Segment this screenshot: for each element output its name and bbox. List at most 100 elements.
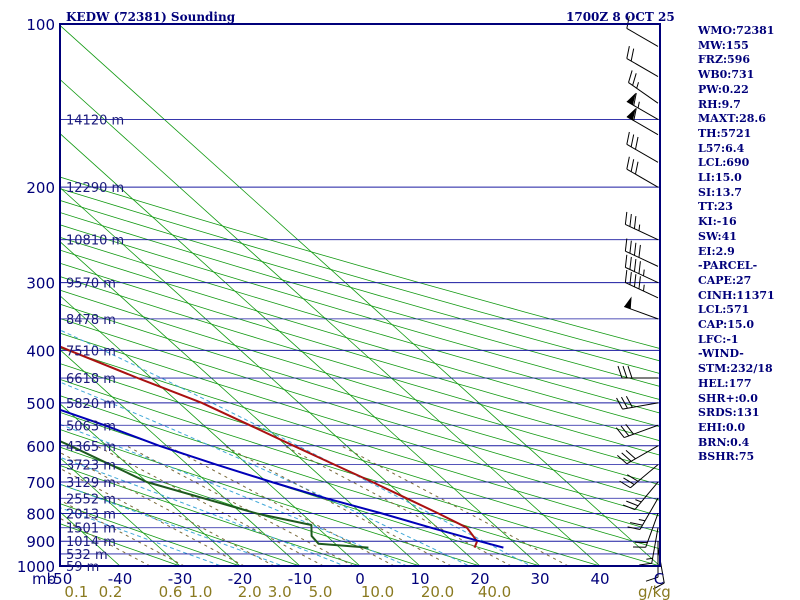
index-item: L57:6.4 bbox=[698, 141, 745, 155]
wind-feather bbox=[625, 449, 636, 460]
isotherm-line bbox=[60, 187, 481, 566]
mixing-ratio-line bbox=[60, 467, 245, 566]
wind-flag bbox=[624, 296, 632, 309]
wind-feather bbox=[638, 276, 641, 289]
wind-feather bbox=[626, 15, 630, 29]
dry-adiabat-line bbox=[60, 212, 660, 387]
isotherm-line bbox=[60, 78, 601, 566]
wind-feather bbox=[638, 261, 641, 274]
dry-adiabat-line bbox=[60, 318, 660, 501]
wind-feather bbox=[632, 73, 637, 86]
isotherm-line bbox=[60, 24, 660, 566]
isotherm-line bbox=[60, 403, 241, 566]
wind-feather bbox=[630, 48, 635, 62]
height-label: 12290 m bbox=[66, 181, 124, 196]
temperature-tick-label: -30 bbox=[168, 570, 193, 588]
wind-barb bbox=[627, 498, 659, 530]
wind-feather bbox=[616, 397, 623, 410]
temperature-tick-label: 0 bbox=[355, 570, 365, 588]
index-item: RH:9.7 bbox=[698, 97, 741, 111]
dry-adiabat-line bbox=[60, 429, 482, 566]
mixing-ratio-unit-label: g/kg bbox=[638, 583, 671, 600]
moist-adiabat-line bbox=[60, 381, 471, 566]
index-item: BRN:0.4 bbox=[698, 435, 750, 449]
wind-feather bbox=[626, 500, 639, 507]
dry-adiabat-line bbox=[60, 176, 660, 349]
wind-barbs bbox=[615, 15, 665, 590]
mixing-ratio-line bbox=[60, 452, 275, 566]
wind-feather bbox=[629, 256, 632, 270]
temperature-tick-label: -40 bbox=[108, 570, 133, 588]
wind-feather bbox=[639, 562, 652, 566]
index-item: TH:5721 bbox=[698, 126, 752, 140]
index-item: -PARCEL- bbox=[698, 259, 758, 273]
mixing-ratio-label: 0.1 bbox=[64, 583, 88, 600]
height-label: 9570 m bbox=[66, 277, 116, 292]
height-label: 6618 m bbox=[66, 372, 116, 387]
wind-feather bbox=[652, 582, 665, 590]
dry-adiabat-line bbox=[60, 289, 660, 471]
index-item: FRZ:596 bbox=[698, 53, 751, 67]
index-item: EHI:0.0 bbox=[698, 420, 746, 434]
parcel-trace bbox=[60, 408, 504, 549]
wind-barb-staff bbox=[625, 266, 659, 284]
mixing-ratio-label: 2.0 bbox=[238, 583, 262, 600]
dry-adiabat-line bbox=[60, 347, 660, 533]
plot-border bbox=[59, 23, 661, 567]
index-item: LCL:690 bbox=[698, 156, 750, 170]
wind-barb bbox=[626, 156, 659, 188]
index-item: MW:155 bbox=[698, 38, 749, 52]
pressure-tick-label: 700 bbox=[26, 474, 55, 492]
isotherm-line bbox=[60, 349, 301, 566]
index-item: STM:232/18 bbox=[698, 362, 773, 376]
wind-barb-staff bbox=[628, 82, 659, 104]
wind-feather bbox=[619, 480, 631, 489]
wind-half-feather bbox=[638, 224, 641, 231]
wind-feather bbox=[629, 272, 632, 285]
wind-barb bbox=[622, 481, 659, 511]
wind-barb bbox=[626, 107, 659, 136]
wind-barb bbox=[617, 445, 659, 465]
dry-adiabat-line bbox=[60, 332, 660, 517]
wind-feather bbox=[633, 242, 637, 256]
wind-feather bbox=[624, 238, 628, 252]
wind-flag bbox=[626, 92, 636, 105]
temperature-unit-label: C bbox=[654, 570, 664, 588]
height-label: 7510 m bbox=[66, 344, 116, 359]
wind-half-feather bbox=[643, 269, 645, 276]
wind-feather bbox=[633, 258, 637, 272]
wind-barb bbox=[626, 131, 659, 163]
wind-barb-staff bbox=[626, 143, 659, 163]
temperature-tick-label: -20 bbox=[228, 570, 253, 588]
wind-barb-staff bbox=[639, 498, 659, 530]
plot-frame bbox=[59, 23, 661, 567]
indices-panel: WMO:72381 MW:155 FRZ:596 WB0:731 PW:0.22 RH:9… bbox=[698, 24, 775, 465]
mixing-ratio-label: 40.0 bbox=[478, 583, 511, 600]
wind-barb bbox=[624, 254, 659, 284]
mixing-ratio-label: 5.0 bbox=[309, 583, 333, 600]
moist-adiabat-line bbox=[60, 507, 223, 566]
wind-feather bbox=[634, 136, 639, 150]
index-item: SI:13.7 bbox=[698, 185, 742, 199]
pressure-tick-label: 600 bbox=[26, 438, 55, 456]
index-item: TT:23 bbox=[698, 200, 733, 214]
wind-feather bbox=[638, 244, 641, 258]
index-item: CINH:11371 bbox=[698, 288, 775, 302]
background-grid bbox=[60, 24, 660, 566]
height-label: 1014 m bbox=[66, 535, 116, 550]
index-item: -WIND- bbox=[698, 347, 744, 361]
index-item: SRDS:131 bbox=[698, 406, 760, 420]
mixing-ratio-line bbox=[60, 499, 185, 566]
wind-feather bbox=[630, 522, 643, 526]
wind-barb bbox=[639, 527, 659, 566]
dry-adiabat-line bbox=[60, 483, 302, 566]
mixing-ratio-label: 3.0 bbox=[268, 583, 292, 600]
height-label: 3129 m bbox=[66, 476, 116, 491]
index-item: BSHR:75 bbox=[698, 450, 755, 464]
wind-feather bbox=[624, 211, 628, 225]
wind-barb-staff bbox=[645, 513, 659, 548]
wind-half-feather bbox=[638, 519, 646, 522]
mixing-ratio-line bbox=[96, 445, 324, 566]
temperature-tick-label: 40 bbox=[590, 570, 609, 588]
